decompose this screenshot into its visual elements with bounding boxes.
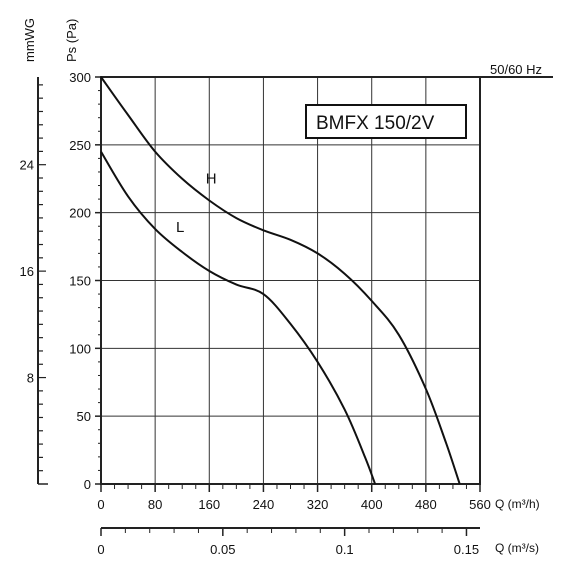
x2-tick-label: 0.05: [210, 542, 235, 557]
chart-labels: mmWG Ps (Pa) 50/60 Hz BMFX 150/2V Q (m³/…: [22, 18, 542, 555]
x-tick-label: 240: [253, 497, 275, 512]
model-label-box: [305, 104, 467, 139]
mmwg-tick-label: 16: [20, 264, 34, 279]
y-tick-label: 50: [77, 409, 91, 424]
pressure-axis-title: Ps (Pa): [64, 19, 79, 62]
x2-tick-label: 0.15: [454, 542, 479, 557]
x-tick-label: 400: [361, 497, 383, 512]
series-curve-h: [100, 76, 461, 485]
x-tick-label: 560: [469, 497, 491, 512]
y-tick-label: 250: [69, 138, 91, 153]
y-tick-label: 300: [69, 70, 91, 85]
x-axis-title: Q (m³/h): [495, 497, 540, 511]
series-curve-l: [100, 151, 377, 485]
series-label-l: L: [176, 219, 184, 236]
y-tick-label: 150: [69, 274, 91, 289]
x2-tick-label: 0.1: [336, 542, 354, 557]
y-tick-label: 100: [69, 341, 91, 356]
frequency-label: 50/60 Hz: [490, 62, 542, 77]
curves: HL: [100, 76, 461, 485]
x-tick-label: 80: [148, 497, 162, 512]
x-tick-label: 320: [307, 497, 329, 512]
series-label-h: H: [206, 171, 217, 188]
grid-lines: [101, 77, 480, 484]
x-tick-label: 480: [415, 497, 437, 512]
x-tick-label: 0: [97, 497, 104, 512]
model-label: BMFX 150/2V: [316, 113, 435, 134]
mmwg-tick-label: 24: [20, 158, 34, 173]
y-tick-label: 0: [84, 477, 91, 492]
mmwg-axis-title: mmWG: [22, 18, 37, 62]
mmwg-tick-label: 8: [27, 371, 34, 386]
x2-axis-title: Q (m³/s): [495, 541, 539, 555]
x-tick-label: 160: [198, 497, 220, 512]
y-tick-label: 200: [69, 206, 91, 221]
x2-tick-label: 0: [97, 542, 104, 557]
